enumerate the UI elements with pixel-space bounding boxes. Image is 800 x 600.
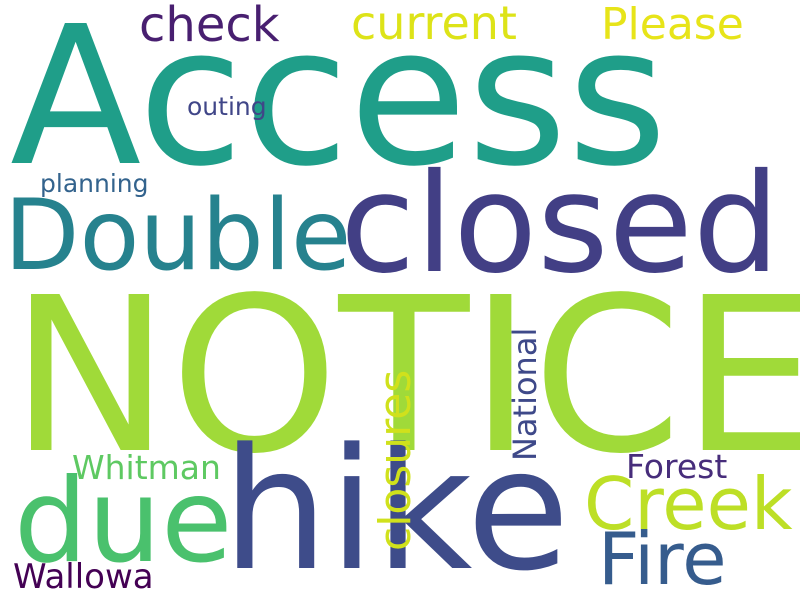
word-due: due	[14, 454, 233, 589]
word-access: Access	[10, 0, 668, 209]
word-fire: Fire	[598, 517, 727, 600]
word-forest: Forest	[626, 447, 728, 486]
word-closures: closures	[370, 369, 421, 551]
word-double: Double	[4, 179, 352, 293]
word-creek: Creek	[584, 462, 793, 546]
word-hike: hike	[222, 412, 570, 600]
word-planning: planning	[40, 169, 149, 198]
word-closed: closed	[340, 145, 780, 304]
word-national: National	[506, 327, 544, 461]
word-whitman: Whitman	[72, 448, 221, 487]
word-check: check	[139, 0, 280, 53]
word-notice: NOTICE	[10, 252, 800, 501]
word-outing: outing	[187, 92, 267, 121]
word-current: current	[351, 0, 517, 50]
word-wallowa: Wallowa	[13, 557, 154, 597]
word-please: Please	[601, 0, 744, 50]
